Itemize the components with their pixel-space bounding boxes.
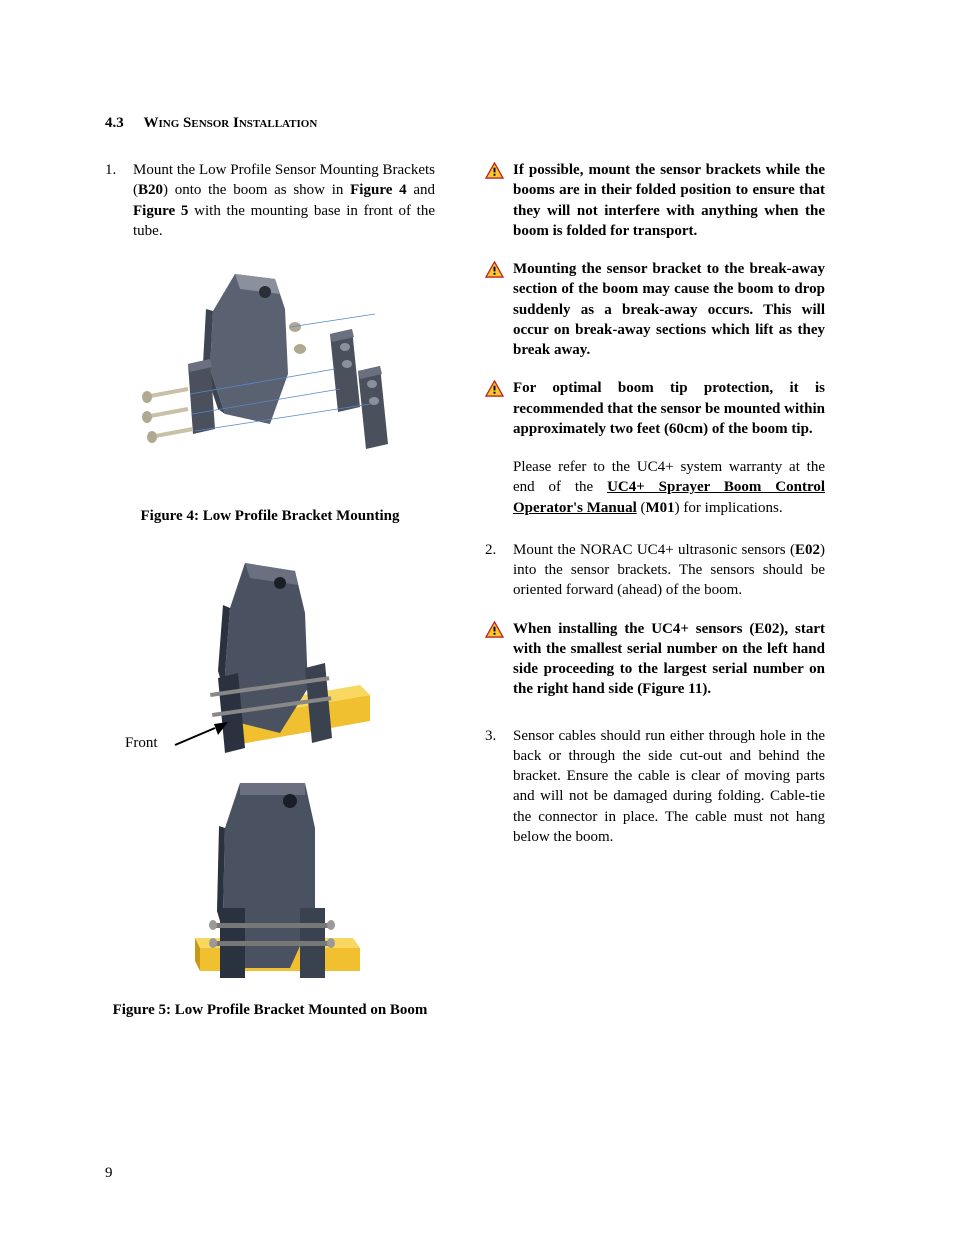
front-label: Front [125, 735, 158, 752]
figure-4: Figure 4: Low Profile Bracket Mounting [105, 259, 435, 527]
warning-1: If possible, mount the sensor brackets w… [485, 160, 825, 241]
step-number: 1. [105, 160, 133, 241]
figure-5-top-diagram [160, 553, 380, 763]
step-body: Mount the Low Profile Sensor Mounting Br… [133, 160, 435, 241]
figure-5-bottom: Figure 5: Low Profile Bracket Mounted on… [105, 773, 435, 1021]
page-number: 9 [105, 1165, 113, 1182]
section-number: 4.3 [105, 115, 140, 132]
warning-icon [485, 160, 513, 241]
warranty-paragraph: Please refer to the UC4+ system warranty… [513, 457, 825, 518]
warning-text: If possible, mount the sensor brackets w… [513, 160, 825, 241]
step-number: 3. [485, 726, 513, 848]
step-3: 3. Sensor cables should run either throu… [485, 726, 825, 848]
step-body: Sensor cables should run either through … [513, 726, 825, 848]
step-body: Mount the NORAC UC4+ ultrasonic sensors … [513, 540, 825, 601]
left-column: 1. Mount the Low Profile Sensor Mounting… [105, 160, 435, 1046]
warning-3: For optimal boom tip protection, it is r… [485, 378, 825, 439]
two-column-layout: 1. Mount the Low Profile Sensor Mounting… [105, 160, 849, 1046]
warning-text: Mounting the sensor bracket to the break… [513, 259, 825, 360]
warning-icon [485, 259, 513, 360]
figure-5-caption: Figure 5: Low Profile Bracket Mounted on… [113, 1001, 428, 1021]
warning-4: When installing the UC4+ sensors (E02), … [485, 619, 825, 700]
warning-text: When installing the UC4+ sensors (E02), … [513, 619, 825, 700]
section-title: Wing Sensor Installation [143, 115, 317, 131]
step-1: 1. Mount the Low Profile Sensor Mounting… [105, 160, 435, 241]
step-number: 2. [485, 540, 513, 601]
right-column: If possible, mount the sensor brackets w… [485, 160, 825, 1046]
figure-5-top: Front [105, 553, 435, 763]
warning-2: Mounting the sensor bracket to the break… [485, 259, 825, 360]
warning-icon [485, 619, 513, 700]
figure-4-diagram [140, 259, 400, 499]
figure-4-caption: Figure 4: Low Profile Bracket Mounting [141, 507, 400, 527]
warning-text: For optimal boom tip protection, it is r… [513, 378, 825, 439]
step-2: 2. Mount the NORAC UC4+ ultrasonic senso… [485, 540, 825, 601]
figure-5-bottom-diagram [165, 773, 375, 993]
warning-icon [485, 378, 513, 439]
section-heading: 4.3 Wing Sensor Installation [105, 115, 849, 132]
